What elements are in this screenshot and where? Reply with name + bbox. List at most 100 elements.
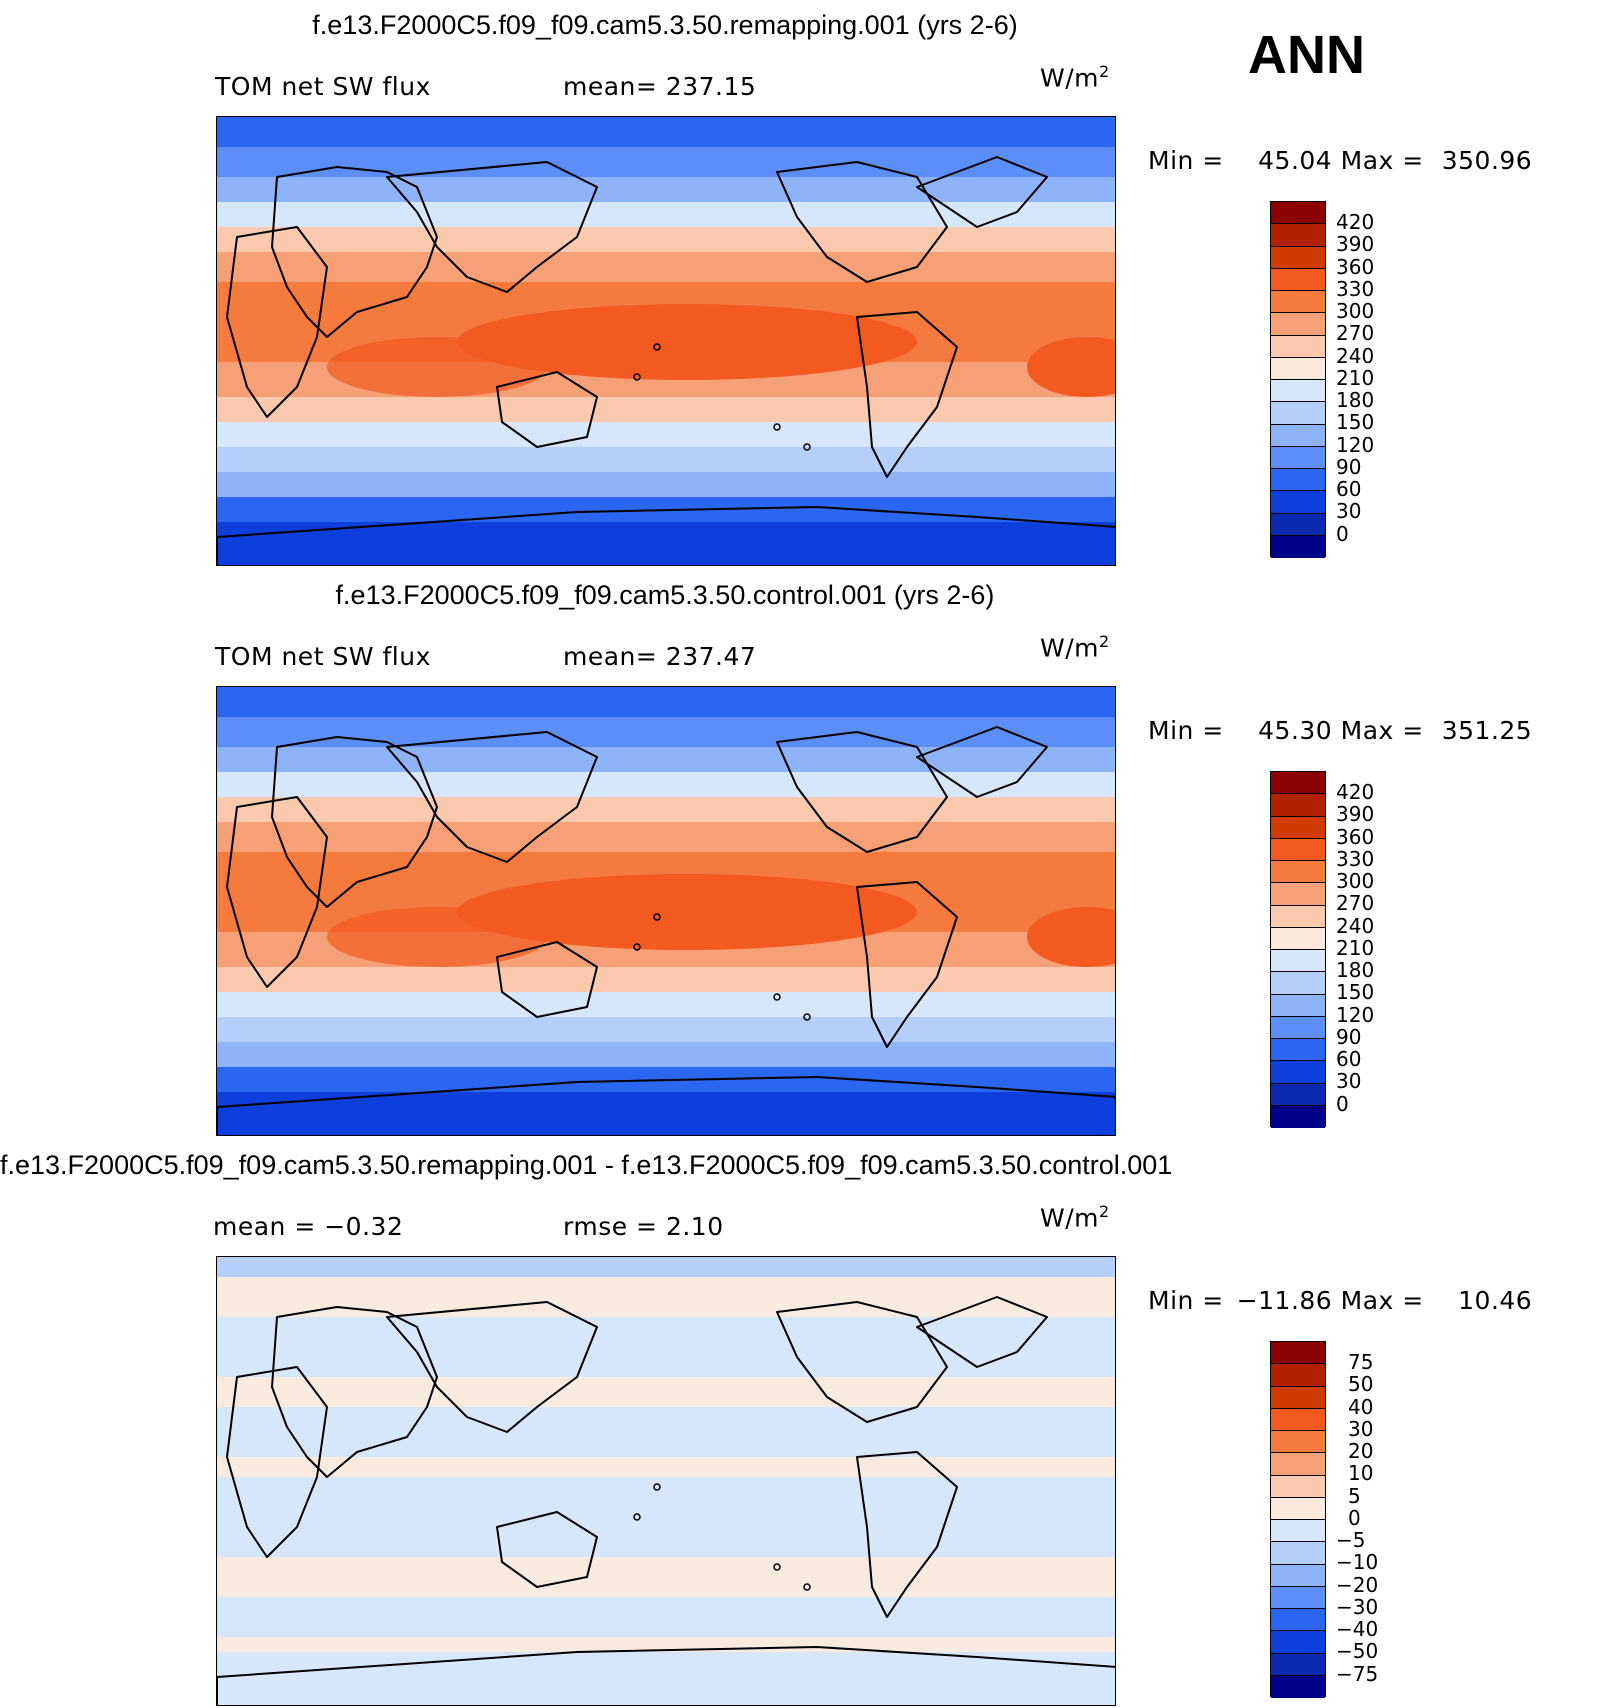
colorbar-swatch (1271, 1342, 1325, 1365)
colorbar-tick-label: 90 (1336, 1024, 1362, 1049)
colorbar-tick-label: 240 (1336, 343, 1375, 368)
colorbar-tick-label: 270 (1336, 321, 1375, 346)
colorbar-tick-label: 180 (1336, 958, 1375, 982)
colorbar-swatch (1271, 1453, 1325, 1476)
colorbar-tick-label: 40 (1348, 1394, 1374, 1419)
coastline (271, 1306, 438, 1478)
colorbar-tick-label: 330 (1336, 846, 1375, 871)
heatmap-field (217, 117, 1115, 565)
colorbar-swatch (1271, 905, 1325, 928)
coastline (386, 731, 598, 863)
colorbar-tick-label: −20 (1336, 1572, 1379, 1597)
colorbar-tick-label: 420 (1336, 210, 1375, 234)
colorbar-tick-label: 60 (1336, 477, 1362, 501)
colorbar-swatch (1271, 424, 1325, 447)
coastline (226, 226, 328, 418)
panel-remapping: f.e13.F2000C5.f09_f09.cam5.3.50.remappin… (0, 0, 1608, 570)
min-max-readout: Min = 45.04 Max = 350.96 (1148, 146, 1532, 175)
coastline (856, 311, 958, 478)
colorbar-tick-label: 30 (1348, 1416, 1374, 1441)
colorbar-tick-label: 10 (1348, 1461, 1374, 1486)
colorbar-tick-label: 360 (1336, 824, 1375, 849)
colorbar-swatch (1271, 1386, 1325, 1409)
season-label: ANN (1248, 25, 1365, 85)
colorbar-tick-label: 330 (1336, 276, 1375, 301)
coastline (776, 731, 948, 853)
colorbar-tick-label: 0 (1336, 521, 1349, 546)
colorbar-swatch (1271, 1364, 1325, 1387)
max-value: 350.96 (1441, 146, 1533, 175)
colorbar-tick-label: −75 (1336, 1661, 1379, 1686)
colorbar-tick-label: 5 (1348, 1483, 1361, 1508)
colorbar-swatch (1271, 1016, 1325, 1039)
coastline (217, 1076, 1115, 1135)
colorbar-swatch (1271, 1586, 1325, 1609)
coastline (916, 726, 1048, 798)
colorbar-swatch (1271, 772, 1325, 795)
colorbar-swatch (1271, 357, 1325, 380)
colorbar-swatch (1271, 1497, 1325, 1520)
coastline (271, 736, 438, 908)
min-label: Min = (1148, 1286, 1224, 1315)
colorbar-tick-label: 420 (1336, 780, 1375, 804)
min-max-readout: Min = 45.30 Max = 351.25 (1148, 716, 1532, 745)
coastline (496, 1511, 598, 1588)
map-control (216, 686, 1116, 1136)
max-label: Max = (1340, 716, 1424, 745)
panel-control: f.e13.F2000C5.f09_f09.cam5.3.50.control.… (0, 570, 1608, 1140)
coastline (916, 1296, 1048, 1368)
colorbar-swatch (1271, 1653, 1325, 1676)
colorbar-swatch (1271, 972, 1325, 995)
colorbar-swatch (1271, 469, 1325, 492)
colorbar-swatch (1271, 1105, 1325, 1128)
colorbar-tick-label: 210 (1336, 935, 1375, 960)
colorbar-swatch (1271, 202, 1325, 225)
coastline (386, 161, 598, 293)
colorbar-swatch (1271, 446, 1325, 469)
colorbar-swatch (1271, 1039, 1325, 1062)
colorbar-swatch (1271, 1061, 1325, 1084)
colorbar-swatch (1271, 1083, 1325, 1106)
colorbar-tick-label: −5 (1336, 1528, 1366, 1552)
min-value: 45.04 (1258, 146, 1333, 175)
mean-label: mean= 237.15 (563, 72, 757, 101)
min-value: −11.86 (1236, 1286, 1333, 1315)
colorbar-tick-label: 180 (1336, 388, 1375, 412)
colorbar-tick-label: 270 (1336, 891, 1375, 916)
map-remapping (216, 116, 1116, 566)
min-label: Min = (1148, 146, 1224, 175)
colorbar-tick-label: 390 (1336, 802, 1375, 827)
units-label: W/m2 (1040, 1202, 1110, 1233)
coastline (217, 506, 1115, 565)
colorbar-tick-label: −50 (1336, 1639, 1379, 1664)
colorbar-swatch (1271, 246, 1325, 269)
colorbar-tick-label: 390 (1336, 232, 1375, 257)
colorbar-swatch (1271, 1564, 1325, 1587)
colorbar-swatch (1271, 335, 1325, 358)
panel-title: f.e13.F2000C5.f09_f09.cam5.3.50.control.… (335, 580, 995, 610)
colorbar-tick-label: 300 (1336, 869, 1375, 893)
colorbar-swatch (1271, 883, 1325, 906)
map-difference (216, 1256, 1116, 1706)
colorbar-swatch (1271, 1520, 1325, 1543)
colorbar-tick-label: 50 (1348, 1372, 1374, 1397)
min-value: 45.30 (1258, 716, 1333, 745)
colorbar-tick-label: 210 (1336, 365, 1375, 390)
coastline (856, 881, 958, 1048)
colorbar-swatch (1271, 1408, 1325, 1431)
colorbar-swatch (1271, 816, 1325, 839)
colorbar-swatch (1271, 268, 1325, 291)
colorbar-tick-label: 90 (1336, 454, 1362, 479)
coastline (271, 166, 438, 338)
colorbar-swatch (1271, 1609, 1325, 1632)
colorbar-swatch (1271, 402, 1325, 425)
variable-label: TOM net SW flux (215, 642, 431, 671)
min-max-readout: Min = −11.86 Max = 10.46 (1148, 1286, 1532, 1315)
colorbar-swatch (1271, 994, 1325, 1017)
variable-label: TOM net SW flux (215, 72, 431, 101)
panel-title: f.e13.F2000C5.f09_f09.cam5.3.50.remappin… (0, 1150, 1173, 1180)
colorbar-tick-label: −40 (1336, 1617, 1379, 1641)
colorbar-swatch (1271, 513, 1325, 536)
colorbar-tick-label: 0 (1348, 1505, 1361, 1530)
